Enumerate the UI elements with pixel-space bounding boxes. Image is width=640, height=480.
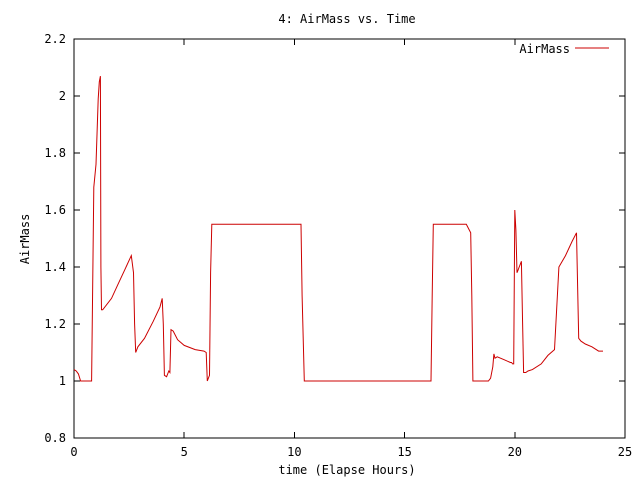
x-tick-label: 15 — [397, 445, 411, 459]
plot-frame — [73, 38, 626, 439]
y-tick-label: 2 — [59, 89, 66, 103]
x-tick-label: 10 — [287, 445, 301, 459]
y-tick-label: 1.4 — [44, 260, 66, 274]
y-tick-label: 1.2 — [44, 317, 66, 331]
series-layer — [73, 76, 603, 382]
x-tick-label: 5 — [181, 445, 188, 459]
series-line-airmass — [73, 76, 603, 382]
y-tick-label: 2.2 — [44, 32, 66, 46]
x-tick-label: 25 — [618, 445, 632, 459]
x-tick-label: 0 — [70, 445, 77, 459]
x-tick-label: 20 — [508, 445, 522, 459]
legend-label: AirMass — [519, 42, 570, 56]
y-axis-label: AirMass — [18, 214, 32, 265]
y-tick-label: 1.8 — [44, 146, 66, 160]
y-tick-label: 0.8 — [44, 431, 66, 445]
chart-title: 4: AirMass vs. Time — [278, 12, 415, 26]
axes: 0 5 10 15 20 25 0.8 1 1.2 1.4 1.6 1.8 2 2.2 — [44, 32, 632, 459]
y-tick-label: 1 — [59, 374, 66, 388]
y-tick-label: 1.6 — [44, 203, 66, 217]
x-axis-label: time (Elapse Hours) — [278, 463, 415, 477]
legend: AirMass — [519, 42, 609, 56]
